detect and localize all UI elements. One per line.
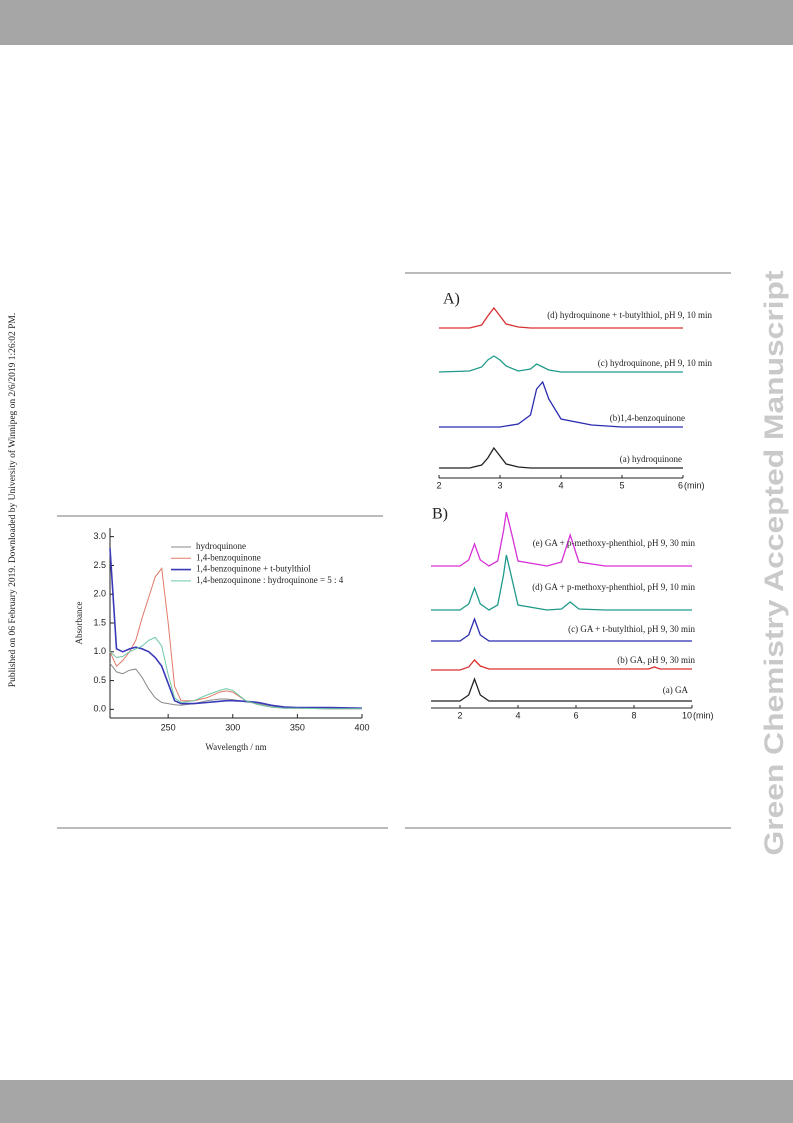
- x-tick-label: 6: [678, 480, 683, 490]
- spectrum-line: [109, 636, 362, 710]
- y-tick-label: 0.0: [93, 704, 106, 714]
- x-unit: (min): [693, 710, 714, 720]
- x-tick-label: 4: [515, 710, 520, 720]
- x-unit: (min): [684, 480, 705, 490]
- trace: [431, 511, 692, 567]
- trace-label: (b)1,4-benzoquinone: [610, 413, 685, 423]
- x-tick-label: 300: [225, 722, 240, 732]
- y-tick-label: 2.5: [93, 560, 106, 570]
- x-tick-label: 3: [497, 480, 502, 490]
- trace: [438, 355, 683, 373]
- trace-label: (d) GA + p-methoxy-phenthiol, pH 9, 10 m…: [532, 582, 695, 592]
- trace: [431, 617, 692, 642]
- legend-label: hydroquinone: [196, 541, 246, 551]
- trace-label: (d) hydroquinone + t-butylthiol, pH 9, 1…: [547, 310, 712, 320]
- trace-label: (a) GA: [663, 685, 689, 695]
- panel-label: B): [432, 506, 448, 523]
- trace: [439, 380, 683, 428]
- trace-label: (a) hydroquinone: [620, 454, 682, 464]
- footer-bar: [0, 1080, 793, 1123]
- y-tick-label: 1.0: [93, 646, 106, 656]
- x-axis-label: Wavelength / nm: [205, 742, 266, 752]
- x-tick-label: 400: [354, 722, 369, 732]
- watermark: Green Chemistry Accepted Manuscript: [759, 270, 789, 855]
- trace: [439, 446, 683, 469]
- legend-label: 1,4-benzoquinone: [196, 552, 261, 562]
- y-tick-label: 2.0: [93, 589, 106, 599]
- y-tick-label: 0.5: [93, 675, 106, 685]
- trace: [431, 677, 692, 702]
- legend-label: 1,4-benzoquinone : hydroquinone = 5 : 4: [196, 575, 344, 585]
- x-tick-label: 5: [619, 480, 624, 490]
- x-tick-label: 8: [631, 710, 636, 720]
- trace-label: (c) GA + t-butylthiol, pH 9, 30 min: [568, 624, 695, 634]
- y-axis-label: Absorbance: [74, 602, 84, 645]
- x-tick-label: 6: [573, 710, 578, 720]
- trace: [431, 659, 692, 671]
- x-tick-label: 10: [682, 710, 692, 720]
- y-tick-label: 3.0: [93, 531, 106, 541]
- x-tick-label: 2: [436, 480, 441, 490]
- x-tick-label: 2: [457, 710, 462, 720]
- y-tick-label: 1.5: [93, 617, 106, 627]
- spectrum-line: [109, 548, 363, 709]
- side-note: Published on 06 February 2019. Downloade…: [7, 313, 18, 687]
- spectrum-line: [109, 662, 362, 710]
- header-bar: [0, 0, 793, 45]
- x-tick-label: 4: [558, 480, 563, 490]
- panel-label: A): [443, 291, 460, 308]
- legend-label: 1,4-benzoquinone + t-butylthiol: [196, 564, 311, 574]
- trace-label: (e) GA + p-methoxy-phenthiol, pH 9, 30 m…: [533, 538, 696, 548]
- trace: [439, 306, 683, 329]
- trace-label: (b) GA, pH 9, 30 min: [617, 655, 695, 665]
- trace-label: (c) hydroquinone, pH 9, 10 min: [598, 358, 713, 368]
- x-tick-label: 350: [290, 722, 305, 732]
- x-tick-label: 250: [161, 722, 176, 732]
- trace: [431, 554, 692, 611]
